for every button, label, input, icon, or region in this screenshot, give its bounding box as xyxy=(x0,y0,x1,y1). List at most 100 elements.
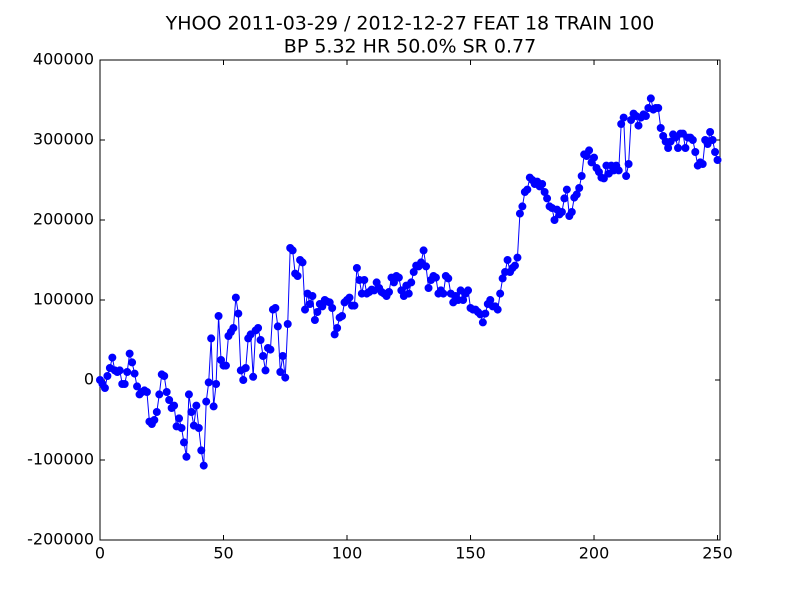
data-point xyxy=(562,185,571,194)
data-point xyxy=(557,208,566,216)
data-point xyxy=(103,372,112,380)
data-point xyxy=(184,390,193,399)
data-point xyxy=(194,424,203,432)
data-point xyxy=(444,274,453,283)
data-point xyxy=(713,156,722,164)
data-point xyxy=(439,289,448,298)
data-point xyxy=(150,416,159,424)
y-tick-label: 100000 xyxy=(33,290,94,309)
y-tick-label: -100000 xyxy=(27,450,94,469)
data-point xyxy=(394,273,403,282)
data-point xyxy=(160,372,169,380)
data-point xyxy=(360,276,369,284)
data-point xyxy=(681,144,690,152)
data-point xyxy=(510,261,519,270)
data-point xyxy=(424,284,433,292)
data-point xyxy=(352,264,361,272)
data-point xyxy=(305,300,314,308)
data-point xyxy=(204,378,213,387)
data-point xyxy=(567,208,576,216)
data-point xyxy=(239,376,248,384)
data-point xyxy=(523,185,532,194)
data-point xyxy=(120,380,129,388)
data-point xyxy=(281,373,290,382)
data-point xyxy=(698,160,707,168)
data-point xyxy=(706,128,715,136)
data-point xyxy=(708,136,717,144)
data-point xyxy=(165,396,174,404)
data-point xyxy=(152,408,161,416)
data-point xyxy=(385,288,394,296)
data-point xyxy=(419,246,428,255)
data-point xyxy=(590,153,599,162)
data-point xyxy=(221,361,230,370)
data-point xyxy=(130,369,139,378)
data-point xyxy=(155,390,164,399)
data-point xyxy=(308,292,317,300)
data-point xyxy=(170,401,179,410)
data-point xyxy=(212,380,221,388)
data-point xyxy=(513,253,522,262)
y-tick-label: 200000 xyxy=(33,210,94,229)
data-point xyxy=(177,424,186,432)
data-point xyxy=(301,305,310,314)
data-point xyxy=(249,372,258,381)
data-point xyxy=(128,358,137,367)
data-point xyxy=(407,278,416,287)
data-point xyxy=(256,336,265,344)
data-point xyxy=(560,194,569,203)
data-point xyxy=(464,286,473,295)
data-point xyxy=(599,174,608,183)
data-point xyxy=(273,322,282,331)
data-point xyxy=(259,352,268,360)
data-point xyxy=(175,414,184,423)
data-point xyxy=(278,352,287,360)
data-point xyxy=(496,289,505,298)
data-point xyxy=(197,446,206,455)
data-point xyxy=(404,289,413,298)
data-point xyxy=(674,144,683,152)
chart-subtitle: BP 5.32 HR 50.0% SR 0.77 xyxy=(284,36,536,58)
data-point xyxy=(350,301,359,310)
data-point xyxy=(241,364,250,372)
data-point xyxy=(179,438,188,447)
data-point xyxy=(646,94,655,103)
data-point xyxy=(614,166,623,175)
data-point xyxy=(688,136,697,144)
data-point xyxy=(654,104,663,112)
data-point xyxy=(624,160,633,168)
y-tick-label: 300000 xyxy=(33,130,94,149)
data-point xyxy=(310,316,319,324)
data-point xyxy=(182,452,191,461)
x-tick-label: 50 xyxy=(213,544,233,563)
x-tick-label: 150 xyxy=(455,544,486,563)
data-point xyxy=(575,184,584,192)
data-point xyxy=(634,121,643,130)
data-point xyxy=(133,382,142,391)
data-point xyxy=(481,309,490,318)
data-point xyxy=(283,320,292,328)
data-point xyxy=(431,273,440,282)
data-point xyxy=(538,180,547,188)
data-point xyxy=(656,124,665,132)
data-point xyxy=(261,366,270,375)
y-tick-label: 0 xyxy=(84,370,94,389)
y-tick-label: -200000 xyxy=(27,530,94,549)
data-point xyxy=(515,209,524,218)
x-tick-label: 250 xyxy=(702,544,733,563)
data-point xyxy=(266,345,275,354)
data-point xyxy=(585,146,594,155)
data-point xyxy=(192,401,201,410)
x-tick-label: 0 xyxy=(95,544,105,563)
data-point xyxy=(142,388,151,396)
data-point xyxy=(622,172,631,180)
data-point xyxy=(254,324,263,332)
data-point xyxy=(503,256,512,264)
x-tick-label: 200 xyxy=(579,544,610,563)
data-point xyxy=(691,148,700,156)
data-point xyxy=(313,308,322,316)
data-point xyxy=(328,304,337,312)
data-point xyxy=(338,312,347,320)
